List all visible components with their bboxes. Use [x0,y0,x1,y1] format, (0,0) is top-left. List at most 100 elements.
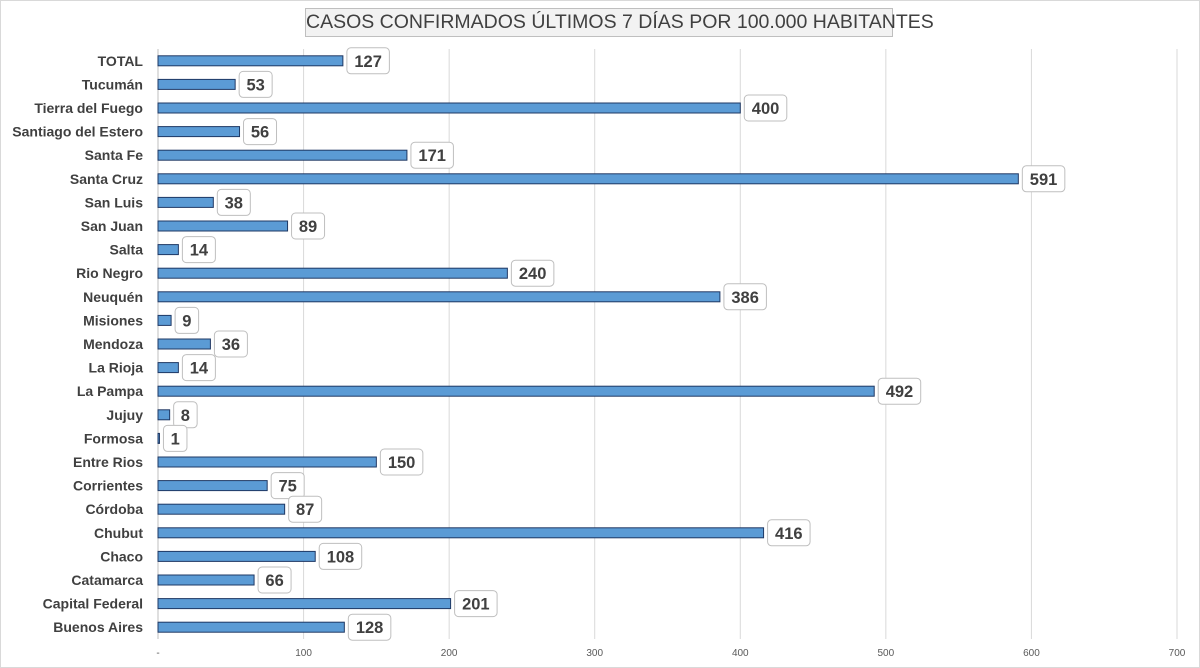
bar [157,78,236,90]
category-label: Chaco [100,548,143,564]
x-tick-label: 700 [1169,648,1186,659]
category-label: Misiones [83,312,143,328]
data-label: 127 [354,53,382,71]
category-label: Corrientes [73,478,143,494]
x-tick-label: 200 [441,648,458,659]
category-label: San Juan [81,218,143,234]
category-label: Mendoza [83,336,143,352]
x-tick-label: 500 [878,648,895,659]
data-label: 75 [278,478,296,496]
data-label: 128 [356,619,384,637]
data-label-box [510,259,555,287]
data-label: 53 [246,76,264,94]
category-label: Buenos Aires [53,619,143,635]
data-label-box [454,590,498,618]
data-label: 9 [182,312,191,330]
category-label: Capital Federal [43,596,143,612]
data-label-box [162,424,188,452]
data-label: 108 [327,548,355,566]
data-label: 14 [190,360,209,378]
data-label: 56 [251,124,269,142]
data-label: 66 [265,572,283,590]
x-tick-label: 300 [586,648,603,659]
data-label: 171 [418,147,446,165]
data-label: 1 [171,430,180,448]
category-label: Córdoba [85,501,143,517]
data-label-box [1021,165,1066,193]
data-label-box [318,542,363,570]
bar [157,456,377,468]
data-label-box [347,613,392,641]
data-label-box [410,141,454,169]
category-label: Tucumán [82,76,143,92]
category-label: Salta [110,242,144,258]
category-label: Tierra del Fuego [34,100,143,116]
bar [157,409,171,421]
category-label: La Rioja [89,360,144,376]
bar [157,196,214,208]
x-tick-label: 400 [732,648,749,659]
bar [157,574,255,586]
category-label: TOTAL [98,53,144,69]
data-label: 386 [731,289,759,307]
data-label-box [238,70,273,98]
bar [157,220,289,232]
bar [157,314,172,326]
bar [157,598,452,610]
bar [157,432,160,444]
data-label-box [346,47,390,75]
bar [157,527,765,539]
bar [157,267,508,279]
data-label: 38 [225,194,243,212]
bar [157,550,316,562]
category-label: La Pampa [77,383,143,399]
data-label-box [288,495,323,523]
data-label-box [213,330,248,358]
bar [157,385,875,397]
data-label-box [270,472,305,500]
data-label-box [743,94,788,122]
category-label: Neuquén [83,289,143,305]
bar [157,55,344,67]
data-label: 492 [886,383,914,401]
data-label: 89 [299,218,317,236]
category-label: Formosa [84,430,143,446]
bar [157,338,211,350]
data-label-box [767,519,811,547]
data-label-box [243,118,278,146]
data-label: 150 [388,454,416,472]
data-label: 400 [752,100,780,118]
category-label: Santa Fe [85,147,144,163]
bar [157,102,741,114]
x-tick-label: 600 [1023,648,1040,659]
bar [157,503,286,515]
category-label: Jujuy [106,407,143,423]
bar [157,149,408,161]
data-label: 8 [181,407,190,425]
data-label-box [174,306,200,334]
data-label: 36 [222,336,240,354]
bar [157,173,1019,185]
data-label-box [877,377,922,405]
data-label-box [291,212,326,240]
category-label: Rio Negro [76,265,143,281]
chart-title: CASOS CONFIRMADOS ÚLTIMOS 7 DÍAS POR 100… [305,8,934,37]
bar [157,362,179,374]
data-label-box [181,236,216,264]
data-label: 201 [462,596,490,614]
category-label: San Luis [85,194,144,210]
data-label-box [181,354,216,382]
category-label: Entre Rios [73,454,143,470]
x-tick-label: 100 [295,648,312,659]
bar [157,244,179,256]
data-label: 87 [296,501,314,519]
bar [157,126,241,138]
bar [157,480,268,492]
data-label: 240 [519,265,547,283]
data-label: 416 [775,525,803,543]
x-tick-label: - [156,648,159,659]
data-label-box [723,283,767,311]
data-label-box [216,188,251,216]
bar [157,621,345,633]
